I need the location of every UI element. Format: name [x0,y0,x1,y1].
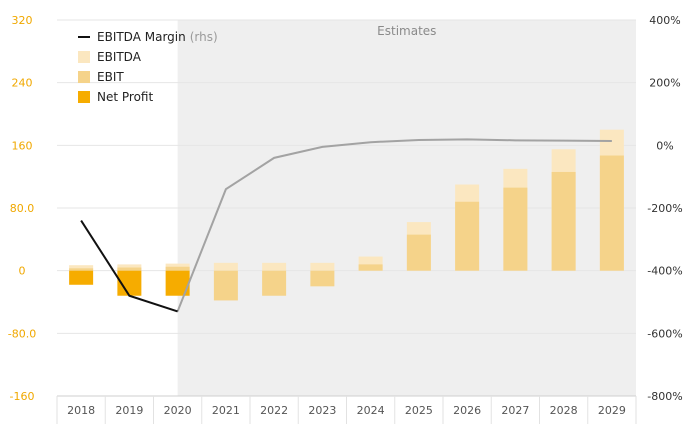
legend-label-net-profit: Net Profit [97,90,154,104]
legend-label-ebit: EBIT [97,70,124,84]
legend-item-net-profit: Net Profit [78,87,218,107]
y-tick-right: 200% [649,77,680,90]
x-tick-label: 2021 [212,404,240,417]
bar-ebit-2027 [503,187,528,271]
x-tick-label: 2025 [405,404,433,417]
y-tick-left: 0 [19,265,26,278]
x-tick-label: 2019 [115,404,143,417]
bar-ebit-2029 [599,155,624,271]
x-tick-label: 2023 [308,404,336,417]
legend-label-rhs: (rhs) [189,30,218,44]
ebitda-margin-line-actual [80,219,178,313]
estimates-label: Estimates [377,24,436,38]
x-tick-label: 2022 [260,404,288,417]
bar-ebit-2022 [262,270,287,296]
legend-swatch-ebit [78,71,90,83]
legend-item-ebitda-margin: EBITDA Margin (rhs) [78,27,218,47]
bar-ebit-2024 [358,264,383,271]
bar-ebit-2019 [117,267,142,271]
bar-ebit-2020 [165,266,190,271]
bar-ebit-2023 [310,270,335,287]
bar-ebitda-2018 [69,265,94,271]
x-tick-label: 2027 [501,404,529,417]
bar-ebit-2018 [69,268,94,271]
y-tick-left: 160 [12,139,33,152]
bar-ebit-2028 [551,171,576,271]
y-tick-left: -160 [10,390,35,403]
y-tick-right: -600% [647,327,682,340]
bar-ebit-2026 [455,201,480,271]
y-tick-right: 400% [649,14,680,27]
x-tick-label: 2024 [357,404,385,417]
x-tick-label: 2026 [453,404,481,417]
y-tick-left: 240 [12,77,33,90]
y-tick-right: -200% [647,202,682,215]
legend-label-ebitda: EBITDA [97,50,141,64]
x-tick-label: 2020 [164,404,192,417]
legend-item-ebitda: EBITDA [78,47,218,67]
x-tick-label: 2029 [598,404,626,417]
legend-label-ebitda-margin: EBITDA Margin [97,30,186,44]
bar-ebit-2021 [213,270,238,301]
legend: EBITDA Margin (rhs) EBITDA EBIT Net Prof… [78,27,218,107]
x-tick-label: 2018 [67,404,95,417]
bar-ebitda-2023 [310,262,335,271]
y-tick-right: -800% [647,390,682,403]
bar-net-profit-2018 [69,270,94,285]
legend-item-ebit: EBIT [78,67,218,87]
y-tick-right: -400% [647,265,682,278]
legend-swatch-net-profit [78,91,90,103]
ebitda-margin-line-estimate [176,138,612,312]
legend-swatch-ebitda [78,51,90,63]
bar-ebit-2025 [406,234,431,271]
x-tick-label: 2028 [550,404,578,417]
y-tick-left: -80.0 [8,327,36,340]
y-tick-right: 0% [656,139,673,152]
legend-swatch-ebitda-margin [78,36,90,38]
bar-ebitda-2022 [262,262,287,271]
y-tick-left: 80.0 [10,202,35,215]
y-tick-left: 320 [12,14,33,27]
bar-ebitda-2021 [213,262,238,271]
